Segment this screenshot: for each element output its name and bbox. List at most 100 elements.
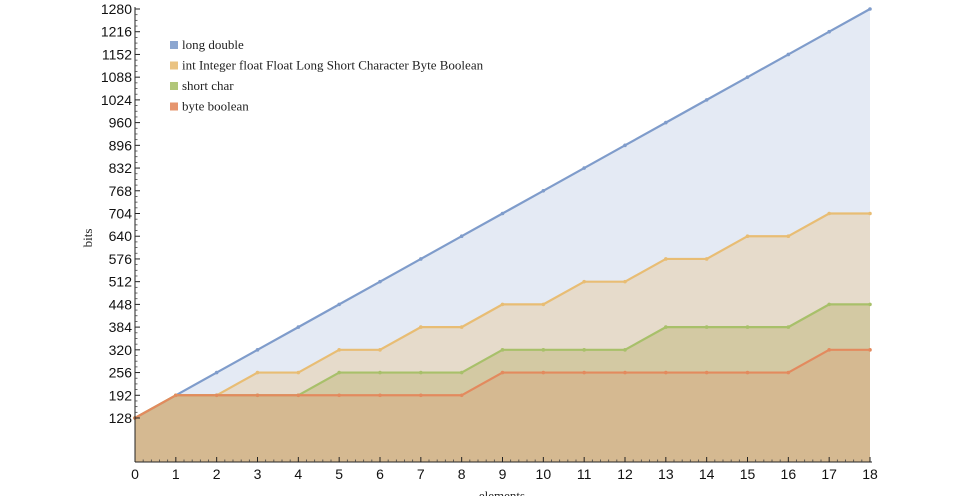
- data-point-s0-x5: [337, 302, 341, 307]
- y-tick-label-320: 320: [109, 342, 133, 358]
- data-point-s0-x16: [786, 52, 791, 57]
- legend-label-0: long double: [182, 37, 244, 52]
- data-point-s3-x12: [623, 370, 627, 375]
- legend-swatch-0: [170, 41, 178, 49]
- x-tick-label-11: 11: [577, 466, 592, 482]
- data-point-s3-x3: [255, 393, 260, 398]
- x-tick-label-4: 4: [294, 466, 302, 482]
- legend-swatch-3: [170, 102, 178, 111]
- y-tick-label-1216: 1216: [101, 24, 132, 40]
- data-point-s0-x11: [582, 166, 586, 170]
- legend-label-1: int Integer float Float Long Short Chara…: [182, 58, 484, 73]
- data-point-s2-x13: [664, 325, 668, 329]
- data-point-s1-x14: [704, 257, 709, 261]
- legend-swatch-1: [170, 61, 178, 70]
- data-point-s2-x5: [337, 370, 341, 375]
- y-tick-label-896: 896: [109, 137, 133, 153]
- data-point-s3-x6: [378, 393, 382, 398]
- data-point-s2-x9: [500, 348, 505, 352]
- data-point-s1-x12: [623, 279, 627, 284]
- data-point-s0-x12: [623, 143, 627, 148]
- x-tick-label-7: 7: [417, 466, 425, 482]
- data-point-s3-x17: [827, 348, 831, 352]
- x-tick-label-0: 0: [131, 466, 139, 482]
- data-point-s3-x14: [704, 370, 709, 375]
- y-tick-label-1280: 1280: [101, 1, 132, 17]
- x-tick-label-3: 3: [254, 466, 262, 482]
- data-point-s0-x9: [500, 211, 505, 216]
- data-point-s1-x3: [255, 370, 260, 375]
- legend-label-2: short char: [182, 78, 234, 93]
- data-point-s1-x8: [459, 325, 464, 329]
- x-tick-label-13: 13: [658, 466, 674, 482]
- data-point-s3-x2: [214, 393, 219, 398]
- x-tick-label-6: 6: [376, 466, 384, 482]
- x-axis-title: elements: [479, 488, 525, 496]
- data-point-s0-x14: [704, 98, 709, 102]
- data-point-s3-x18: [868, 348, 872, 352]
- data-point-s3-x5: [337, 393, 341, 398]
- data-point-s0-x4: [296, 325, 301, 329]
- data-point-s2-x10: [541, 348, 546, 352]
- data-point-s0-x3: [255, 348, 260, 352]
- data-point-s2-x11: [582, 348, 586, 352]
- legend: long double int Integer float Float Long …: [170, 37, 484, 114]
- y-tick-label-256: 256: [109, 365, 133, 381]
- data-point-s1-x15: [745, 234, 750, 239]
- data-point-s2-x16: [786, 325, 791, 329]
- data-point-s1-x6: [378, 348, 382, 352]
- legend-label-3: byte boolean: [182, 99, 249, 114]
- data-point-s2-x8: [459, 370, 464, 375]
- data-point-s3-x4: [296, 393, 301, 398]
- area-3: [135, 349, 870, 462]
- y-tick-label-1024: 1024: [101, 92, 132, 108]
- data-point-s2-x14: [704, 325, 709, 329]
- data-point-s2-x15: [745, 325, 750, 329]
- data-point-s0-x10: [541, 188, 546, 193]
- y-tick-label-512: 512: [109, 274, 133, 290]
- y-tick-label-1152: 1152: [102, 46, 132, 62]
- data-point-s3-x8: [459, 393, 464, 398]
- y-tick-label-832: 832: [109, 160, 133, 176]
- x-tick-label-15: 15: [740, 466, 756, 482]
- data-point-s3-x16: [786, 370, 791, 375]
- y-tick-label-384: 384: [109, 319, 133, 335]
- data-point-s3-x11: [582, 370, 586, 375]
- data-point-s0-x7: [419, 257, 423, 261]
- data-point-s1-x10: [541, 302, 546, 307]
- data-point-s1-x18: [868, 211, 872, 216]
- data-point-s1-x16: [786, 234, 791, 239]
- data-point-s1-x11: [582, 279, 586, 284]
- data-point-s2-x7: [419, 370, 423, 375]
- data-point-s3-x15: [745, 370, 750, 375]
- data-point-s0-x13: [664, 120, 668, 125]
- data-point-s0-x8: [459, 234, 464, 239]
- y-tick-label-192: 192: [109, 387, 133, 403]
- data-point-s1-x17: [827, 211, 831, 216]
- data-point-s3-x7: [419, 393, 423, 398]
- data-point-s0-x17: [827, 29, 831, 34]
- y-tick-label-640: 640: [109, 228, 133, 244]
- x-tick-label-5: 5: [335, 466, 343, 482]
- axes: 0 1 2 3 4 5 6 7 8 9 10 11 12 13 14 15 16 17 18128192256320…: [101, 1, 878, 482]
- x-tick-label-10: 10: [536, 466, 552, 482]
- y-axis-title: bits: [80, 229, 95, 248]
- y-tick-label-1088: 1088: [101, 69, 132, 85]
- data-point-s3-x13: [664, 370, 668, 375]
- area-fills: [135, 9, 870, 462]
- data-point-s1-x4: [296, 370, 301, 375]
- x-tick-label-17: 17: [821, 466, 837, 482]
- x-tick-label-14: 14: [699, 466, 715, 482]
- y-tick-label-768: 768: [109, 183, 133, 199]
- x-tick-label-16: 16: [781, 466, 797, 482]
- data-point-s2-x6: [378, 370, 382, 375]
- x-tick-label-18: 18: [862, 466, 878, 482]
- data-point-s0-x15: [745, 75, 750, 79]
- y-tick-label-704: 704: [109, 206, 133, 222]
- x-tick-label-12: 12: [617, 466, 633, 482]
- data-point-s2-x18: [868, 302, 872, 307]
- x-tick-label-8: 8: [458, 466, 466, 482]
- y-tick-label-960: 960: [109, 115, 133, 131]
- data-point-s0-x2: [214, 370, 219, 375]
